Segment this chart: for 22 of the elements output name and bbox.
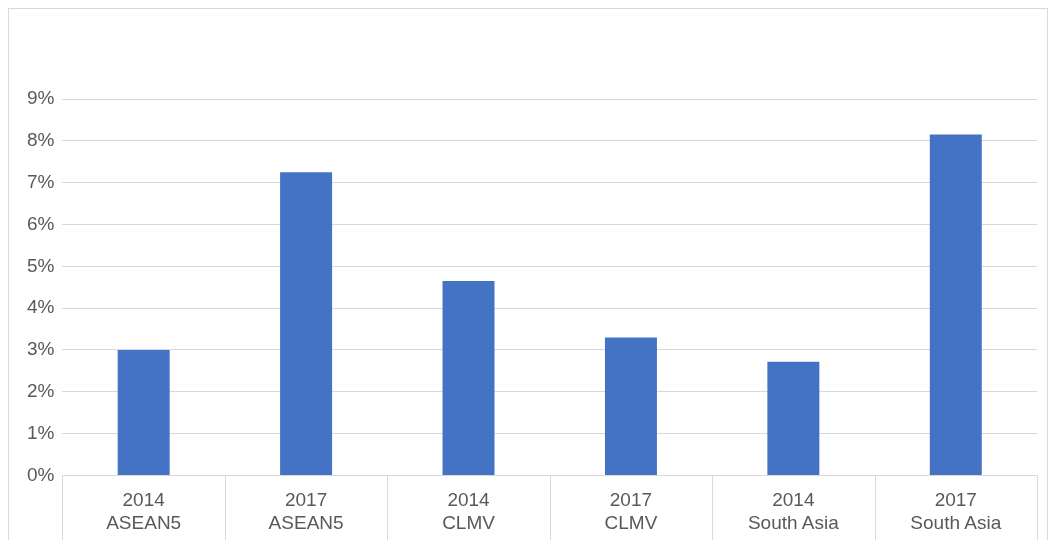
- y-tick-label: 6%: [26, 212, 55, 234]
- bar: [442, 280, 495, 475]
- y-tick-label: 2%: [26, 379, 55, 401]
- y-tick-label: 0%: [26, 463, 55, 485]
- x-tick-label: 2014 CLMV: [442, 489, 496, 533]
- y-tick-label: 3%: [26, 338, 55, 360]
- bar: [604, 337, 657, 475]
- bar: [117, 349, 170, 475]
- y-tick-label: 1%: [26, 421, 55, 443]
- bar: [280, 172, 333, 475]
- y-tick-label: 8%: [26, 129, 55, 151]
- bar: [767, 361, 820, 475]
- y-tick-label: 7%: [26, 170, 55, 192]
- y-tick-label: 9%: [26, 87, 55, 109]
- x-tick-label: 2017 ASEAN5: [268, 489, 344, 533]
- x-tick-label: 2017 South Asia: [910, 489, 1002, 533]
- x-tick-label: 2017 CLMV: [604, 489, 658, 533]
- bar: [929, 134, 982, 475]
- x-tick-label: 2014 South Asia: [747, 489, 840, 533]
- y-tick-label: 5%: [26, 254, 55, 276]
- y-tick-label: 4%: [26, 296, 55, 318]
- x-tick-label: 2014 ASEAN5: [106, 489, 182, 533]
